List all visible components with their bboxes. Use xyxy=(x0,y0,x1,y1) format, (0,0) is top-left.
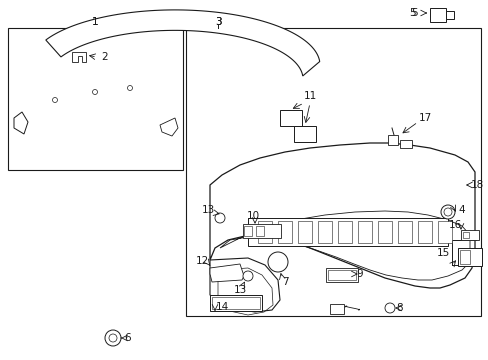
Text: 1: 1 xyxy=(92,17,98,27)
Text: 8: 8 xyxy=(396,303,403,313)
Bar xyxy=(247,218,447,246)
Circle shape xyxy=(243,271,252,281)
Bar xyxy=(258,221,271,243)
Text: 13: 13 xyxy=(201,205,214,215)
Bar xyxy=(462,232,468,238)
Bar xyxy=(243,224,281,238)
Text: 5: 5 xyxy=(409,8,415,18)
Text: 11: 11 xyxy=(303,91,316,101)
Bar xyxy=(357,221,371,243)
Polygon shape xyxy=(399,140,411,148)
Circle shape xyxy=(440,205,454,219)
Circle shape xyxy=(384,303,394,313)
Text: 3: 3 xyxy=(214,17,221,27)
Text: 3: 3 xyxy=(214,17,221,27)
Polygon shape xyxy=(209,143,474,288)
Bar xyxy=(459,250,469,264)
Bar xyxy=(280,110,302,126)
Text: 17: 17 xyxy=(418,113,431,123)
Circle shape xyxy=(52,98,58,103)
Bar xyxy=(327,270,355,280)
Bar xyxy=(397,221,411,243)
Polygon shape xyxy=(46,10,319,76)
Bar xyxy=(329,304,343,314)
Text: 15: 15 xyxy=(435,248,448,258)
Polygon shape xyxy=(209,264,244,282)
Circle shape xyxy=(215,213,224,223)
Text: 7: 7 xyxy=(281,277,288,287)
Polygon shape xyxy=(14,112,28,134)
Bar xyxy=(457,248,481,266)
Circle shape xyxy=(92,90,97,94)
Text: 16: 16 xyxy=(447,220,461,230)
Bar xyxy=(297,221,311,243)
Text: 4: 4 xyxy=(458,205,465,215)
Bar xyxy=(185,28,480,316)
Bar xyxy=(417,221,431,243)
Bar xyxy=(337,221,351,243)
Circle shape xyxy=(127,85,132,90)
Polygon shape xyxy=(160,118,178,136)
Circle shape xyxy=(267,252,287,272)
Text: 18: 18 xyxy=(469,180,483,190)
Polygon shape xyxy=(72,52,86,62)
Text: 9: 9 xyxy=(356,269,363,279)
Bar xyxy=(212,297,260,309)
Text: 1: 1 xyxy=(92,17,98,27)
Text: 6: 6 xyxy=(124,333,131,343)
Bar xyxy=(429,8,445,22)
Bar xyxy=(460,230,478,240)
Bar xyxy=(325,268,357,282)
Circle shape xyxy=(109,334,117,342)
Polygon shape xyxy=(387,135,397,145)
Bar xyxy=(8,28,183,170)
Bar xyxy=(317,221,331,243)
Text: 2: 2 xyxy=(102,52,108,62)
Bar xyxy=(437,221,451,243)
Bar xyxy=(256,226,264,236)
Bar xyxy=(377,221,391,243)
Polygon shape xyxy=(209,258,280,312)
Bar xyxy=(293,126,315,142)
Text: 10: 10 xyxy=(246,211,259,221)
Bar xyxy=(278,221,291,243)
Circle shape xyxy=(105,330,121,346)
Bar xyxy=(209,295,262,311)
Text: 5: 5 xyxy=(411,8,417,18)
Bar xyxy=(445,11,453,19)
Bar xyxy=(244,226,251,236)
Text: 13: 13 xyxy=(233,285,246,295)
Circle shape xyxy=(443,208,451,216)
Text: 14: 14 xyxy=(215,302,228,312)
Text: 12: 12 xyxy=(195,256,208,266)
